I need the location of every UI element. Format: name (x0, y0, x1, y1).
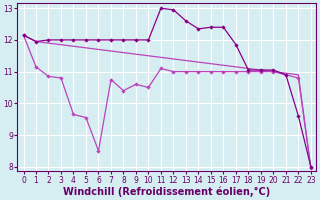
X-axis label: Windchill (Refroidissement éolien,°C): Windchill (Refroidissement éolien,°C) (63, 186, 270, 197)
